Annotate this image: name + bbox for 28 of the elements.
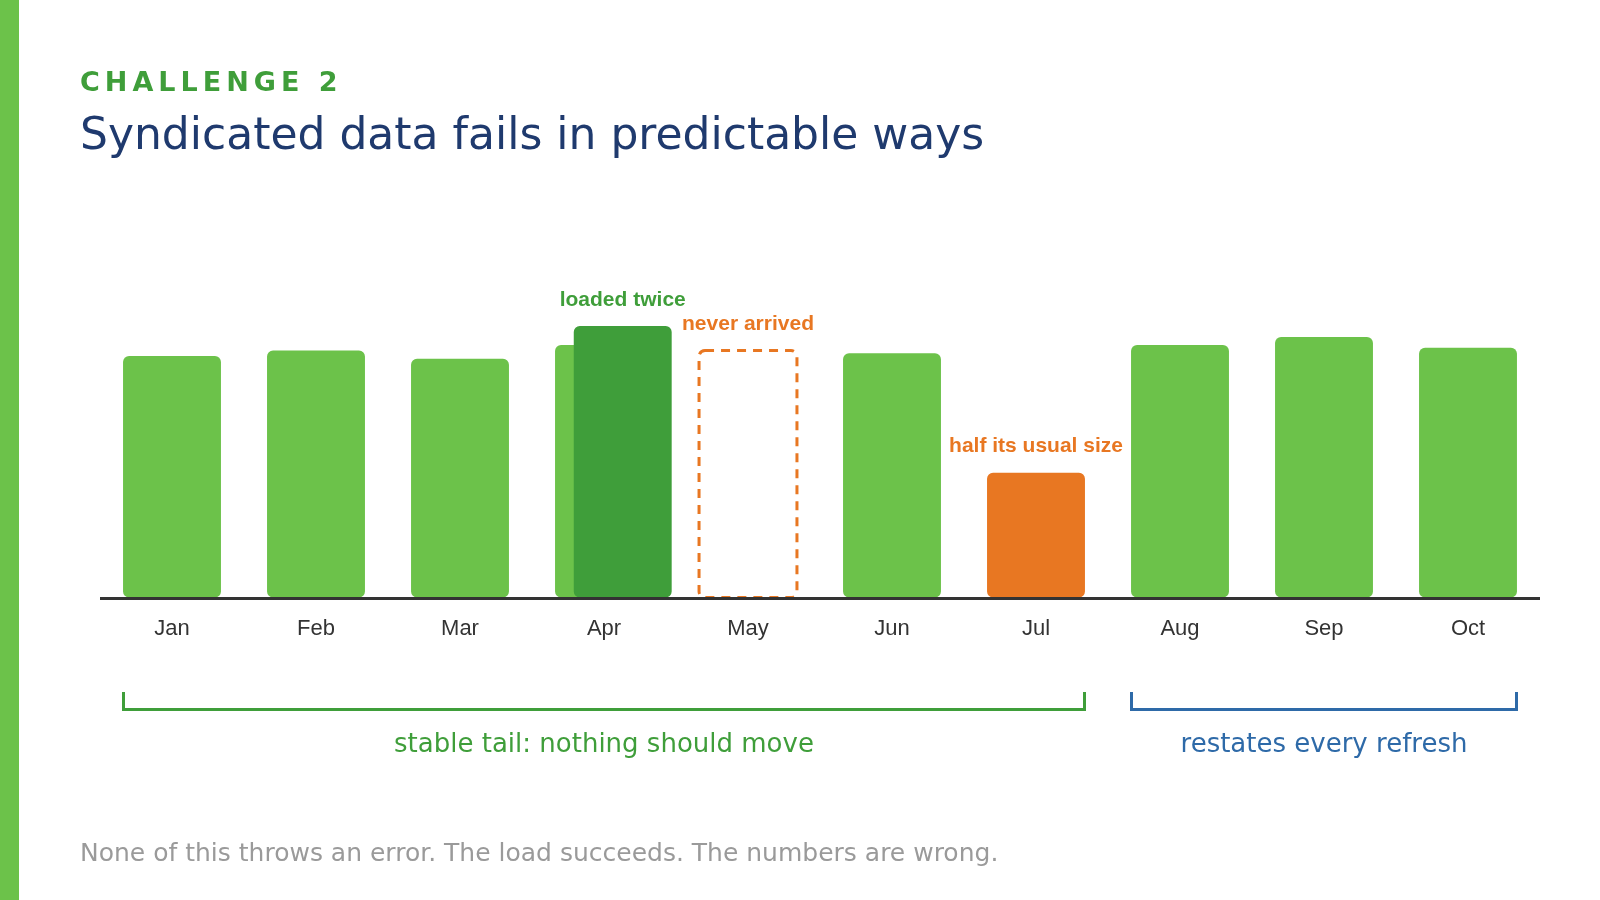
- x-tick-label: Apr: [586, 614, 622, 640]
- x-tick-label: Jun: [874, 614, 910, 640]
- x-tick-label: Aug: [1160, 614, 1200, 640]
- x-tick-label: Mar: [441, 614, 479, 640]
- bar: [1131, 345, 1229, 598]
- x-tick-label: Feb: [297, 614, 335, 640]
- bar: [843, 353, 941, 598]
- series-label: loaded twice: [559, 286, 686, 310]
- text: None of this throws an error. The load succeeds. The numbers are wrong.: [80, 838, 999, 867]
- series-label: half its usual size: [949, 433, 1123, 457]
- text: stable tail: nothing should move: [393, 727, 815, 758]
- bar: [987, 472, 1085, 598]
- x-tick-label: Oct: [1450, 614, 1486, 640]
- chart-title: Syndicated data fails in predictable ways: [80, 108, 985, 159]
- series-label: never arrived: [682, 311, 814, 335]
- x-tick-label: Jan: [154, 614, 190, 640]
- x-tick-label: Sep: [1304, 614, 1344, 640]
- bar: [411, 358, 509, 598]
- bar: [573, 326, 672, 598]
- bar: [123, 355, 221, 598]
- bar: [1419, 347, 1517, 598]
- x-tick-label: Jul: [1021, 614, 1051, 640]
- bar: [697, 348, 799, 600]
- x-tick-label: May: [727, 614, 769, 640]
- text: restates every refresh: [1179, 727, 1469, 758]
- bar: [1275, 336, 1373, 598]
- chart-subtitle: CHALLENGE 2: [80, 66, 343, 97]
- bar: [267, 350, 365, 598]
